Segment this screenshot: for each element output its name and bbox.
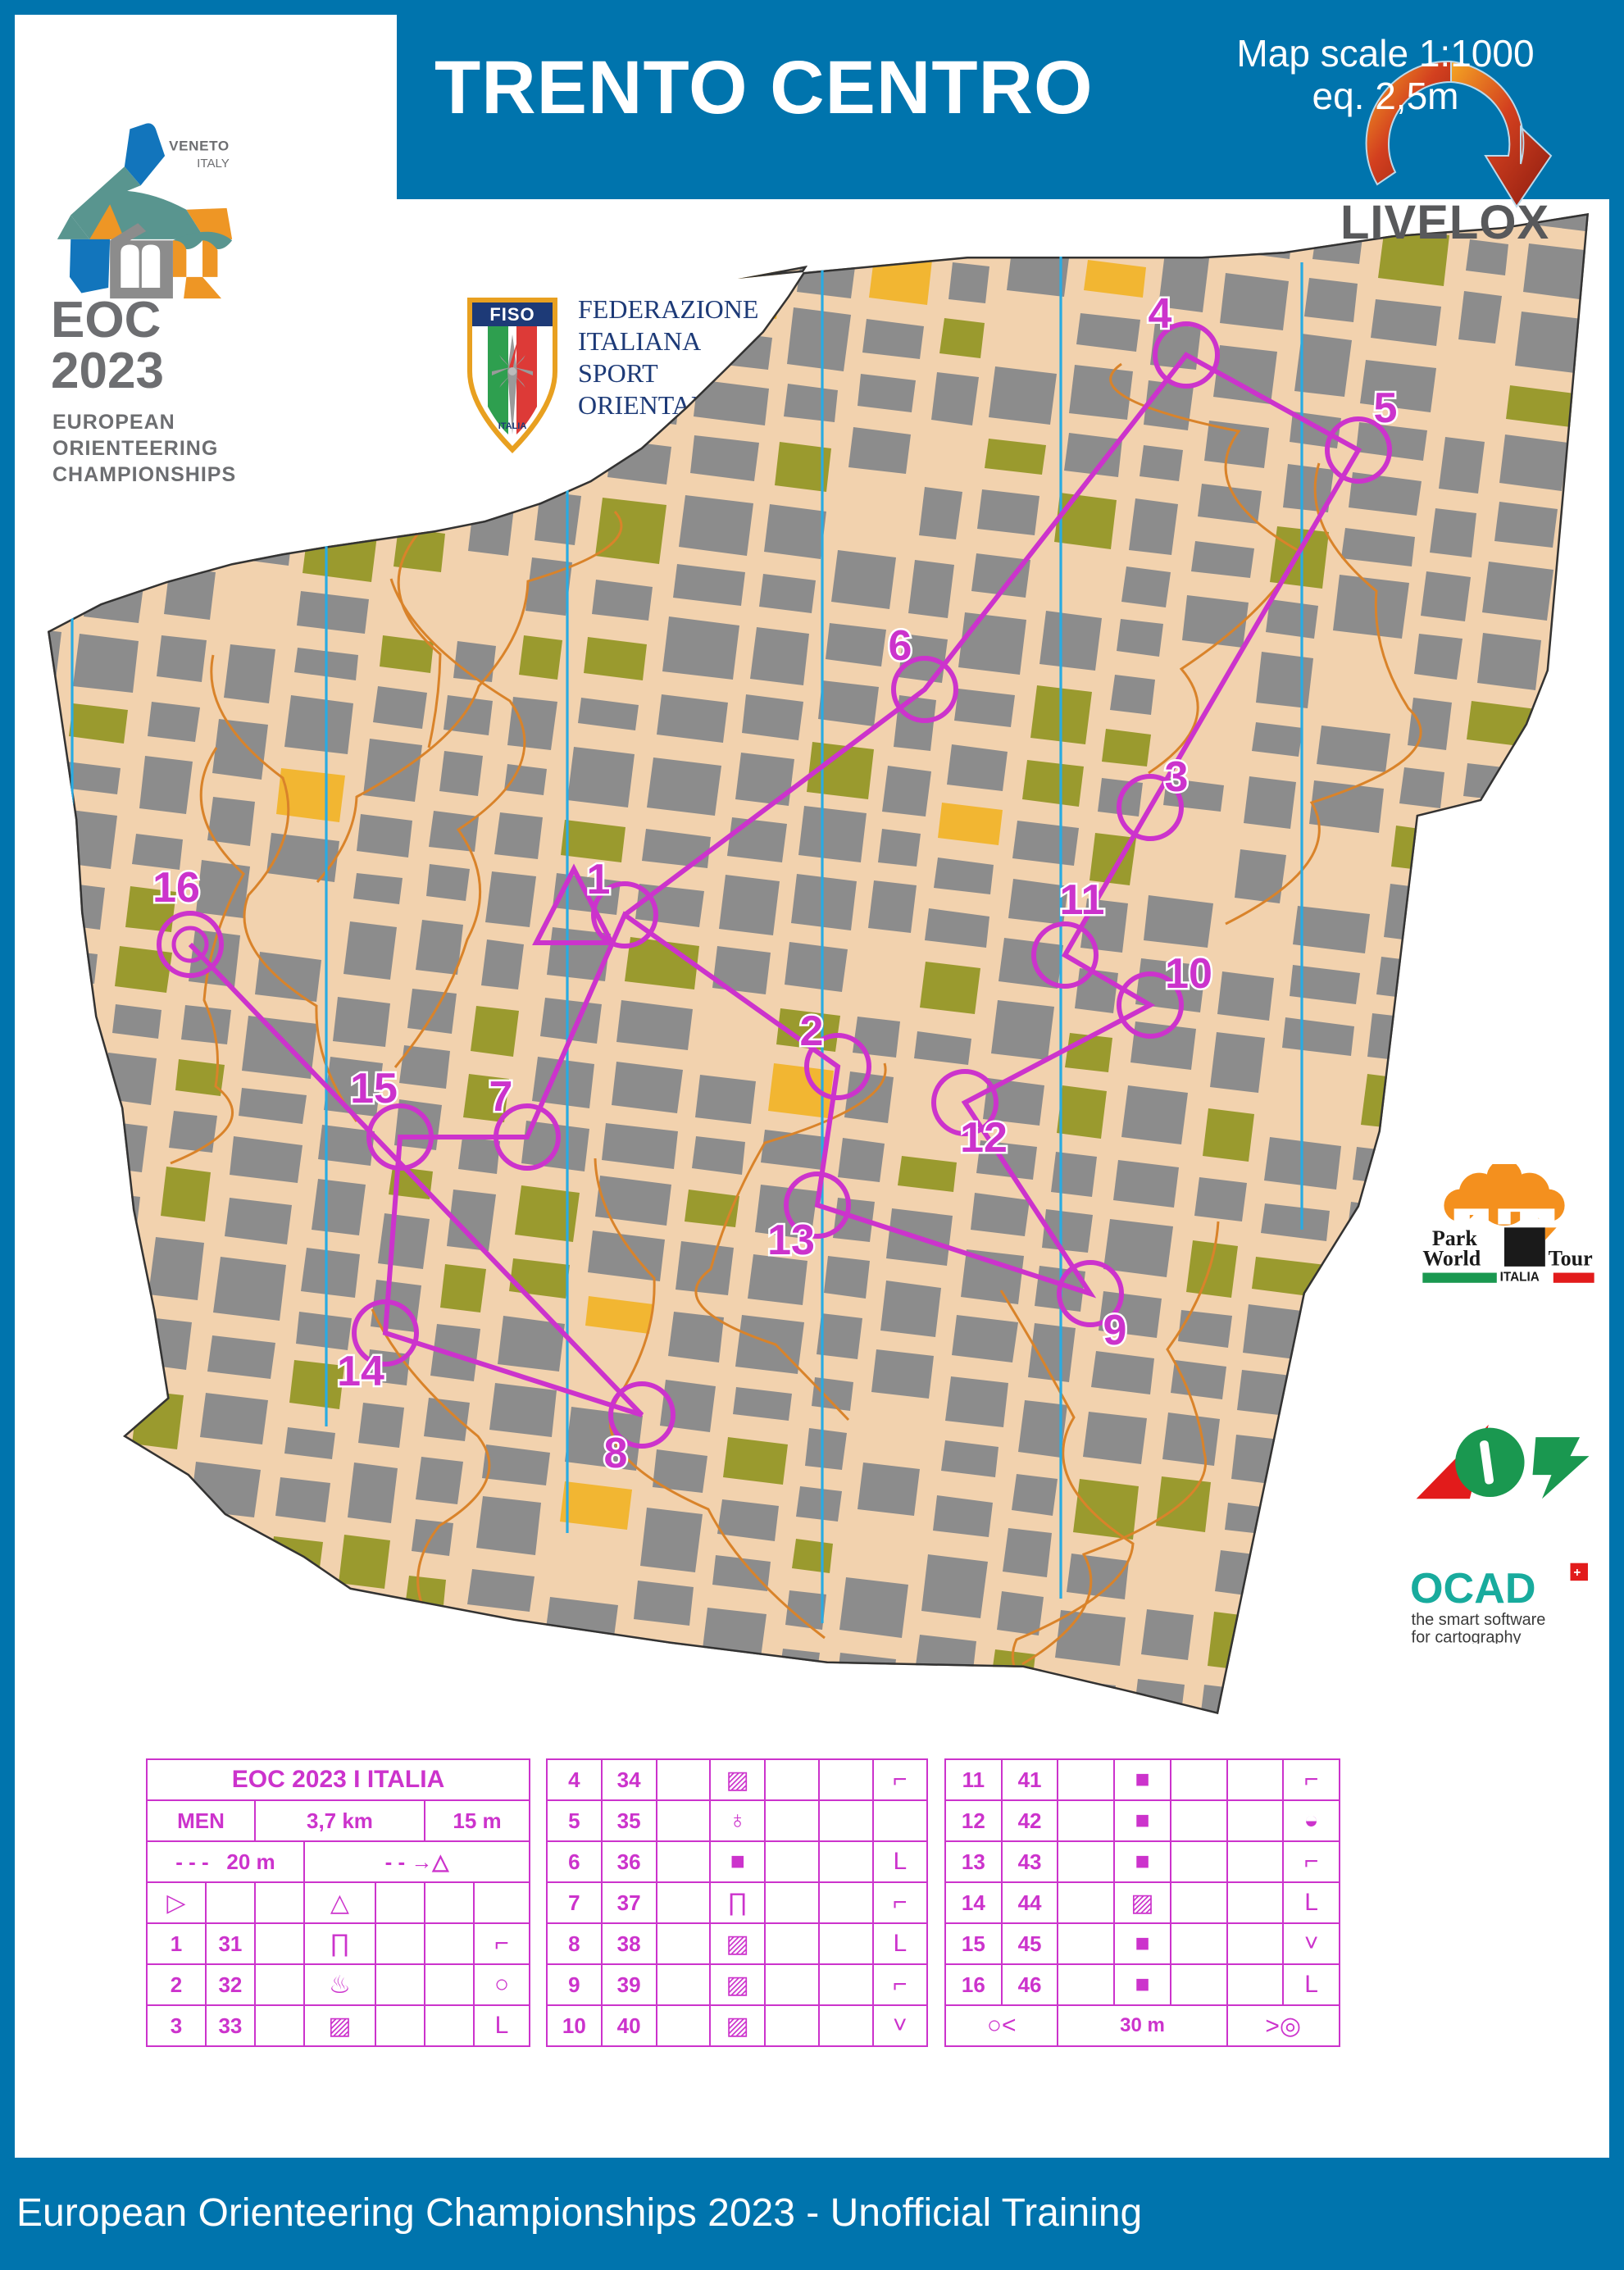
svg-text:3: 3 <box>1165 753 1189 801</box>
svg-text:9: 9 <box>1103 1307 1127 1354</box>
svg-text:+: + <box>1573 1566 1581 1580</box>
svg-text:4: 4 <box>1149 290 1172 338</box>
svg-text:OCAD: OCAD <box>1410 1565 1535 1613</box>
svg-text:8: 8 <box>604 1430 628 1477</box>
svg-text:10: 10 <box>1165 950 1212 998</box>
svg-text:16: 16 <box>152 864 200 912</box>
svg-text:the smart software: the smart software <box>1412 1611 1546 1629</box>
svg-text:6: 6 <box>889 622 912 670</box>
svg-text:2: 2 <box>800 1008 824 1055</box>
svg-text:15: 15 <box>350 1065 398 1112</box>
svg-text:11: 11 <box>1060 876 1105 924</box>
svg-text:Tour: Tour <box>1549 1246 1593 1270</box>
svg-text:12: 12 <box>960 1114 1008 1162</box>
svg-text:for cartography: for cartography <box>1412 1628 1522 1644</box>
svg-text:14: 14 <box>337 1348 384 1395</box>
svg-text:ITALIA: ITALIA <box>1500 1271 1540 1285</box>
svg-text:World: World <box>1422 1246 1481 1270</box>
svg-text:1: 1 <box>587 856 611 903</box>
svg-text:5: 5 <box>1374 384 1398 432</box>
svg-text:7: 7 <box>489 1073 513 1121</box>
svg-text:13: 13 <box>767 1217 815 1264</box>
